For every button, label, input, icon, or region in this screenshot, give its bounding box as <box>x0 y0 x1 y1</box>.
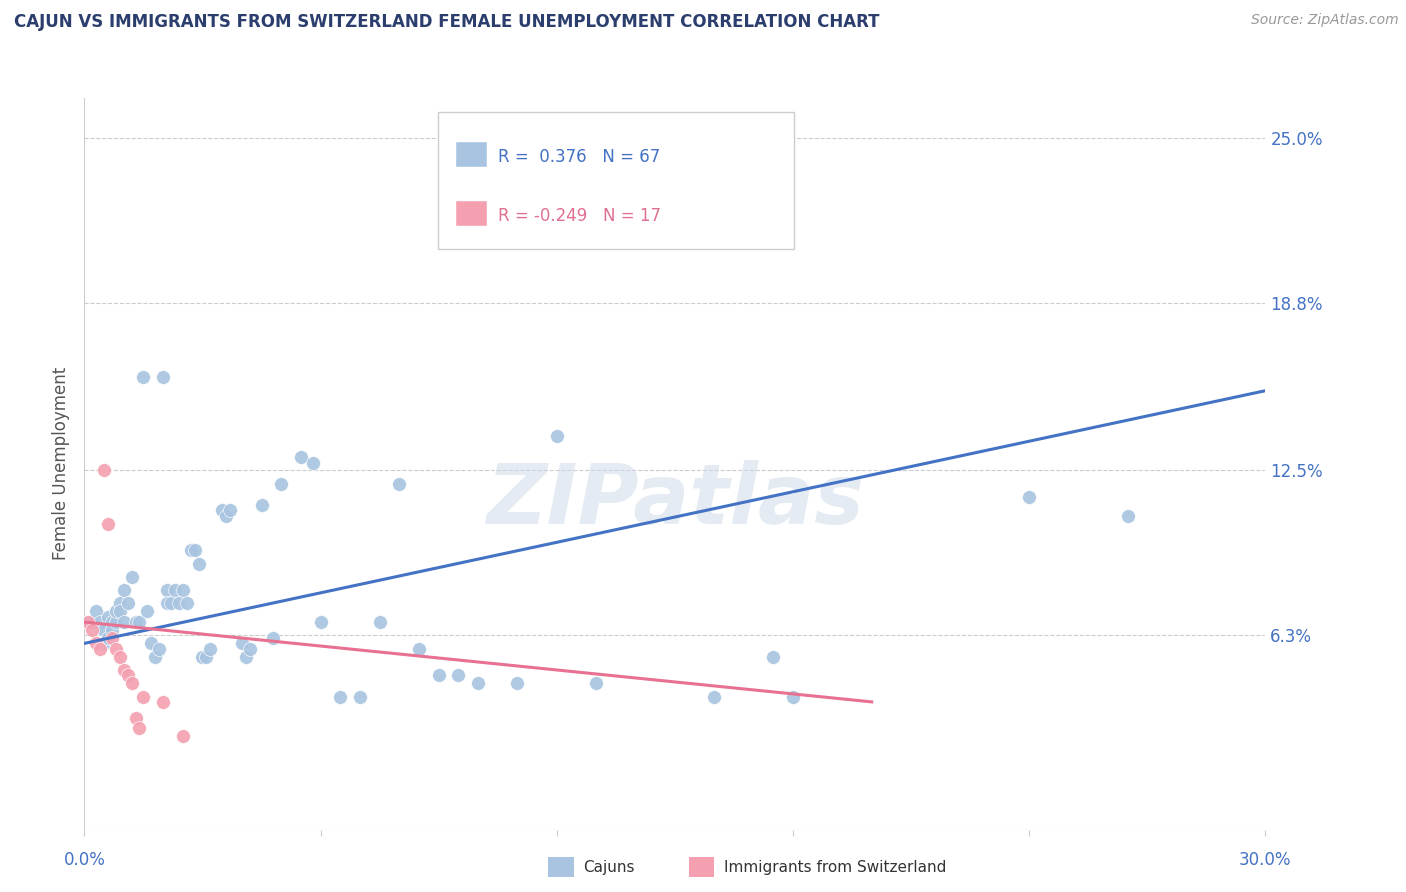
Point <box>152 695 174 709</box>
Point <box>163 583 186 598</box>
Point <box>211 503 233 517</box>
Point <box>84 636 107 650</box>
Point <box>703 690 725 704</box>
Point <box>128 615 150 629</box>
Point <box>368 615 391 629</box>
Text: 0.0%: 0.0% <box>63 851 105 869</box>
Point <box>782 690 804 704</box>
Point <box>93 636 115 650</box>
Point <box>270 476 292 491</box>
Point <box>77 615 100 629</box>
Point <box>290 450 312 465</box>
Point <box>349 690 371 704</box>
Point <box>89 641 111 656</box>
Point <box>93 623 115 637</box>
Point <box>172 583 194 598</box>
Point <box>124 711 146 725</box>
Point <box>183 543 205 558</box>
Point <box>231 636 253 650</box>
Point <box>97 609 120 624</box>
Point <box>219 503 242 517</box>
Point <box>167 597 190 611</box>
Point <box>117 597 139 611</box>
Point <box>97 631 120 645</box>
Point <box>1116 508 1139 523</box>
Point <box>112 615 135 629</box>
Point <box>546 429 568 443</box>
Point <box>176 597 198 611</box>
Point <box>84 604 107 618</box>
Point <box>200 641 222 656</box>
Point <box>309 615 332 629</box>
Point <box>408 641 430 656</box>
Point <box>93 463 115 477</box>
Point <box>104 604 127 618</box>
Point <box>250 498 273 512</box>
Point <box>195 649 218 664</box>
Point <box>136 604 159 618</box>
Point <box>104 641 127 656</box>
Point <box>156 597 179 611</box>
Point <box>77 615 100 629</box>
Point <box>108 597 131 611</box>
Point <box>152 370 174 384</box>
Point <box>585 676 607 690</box>
Text: Source: ZipAtlas.com: Source: ZipAtlas.com <box>1251 13 1399 28</box>
Point <box>132 690 155 704</box>
Y-axis label: Female Unemployment: Female Unemployment <box>52 368 70 560</box>
Text: R = -0.249   N = 17: R = -0.249 N = 17 <box>498 207 661 226</box>
Point <box>104 615 127 629</box>
Point <box>1018 490 1040 504</box>
Point <box>82 615 104 629</box>
Point <box>191 649 214 664</box>
Point <box>156 583 179 598</box>
Point <box>89 615 111 629</box>
Point <box>124 615 146 629</box>
Point <box>467 676 489 690</box>
Point <box>143 649 166 664</box>
Point <box>82 623 104 637</box>
Point <box>112 663 135 677</box>
Point <box>427 668 450 682</box>
Point <box>160 597 183 611</box>
Point <box>262 631 284 645</box>
Point <box>112 583 135 598</box>
Point <box>187 557 209 571</box>
Point <box>215 508 238 523</box>
Point <box>141 636 163 650</box>
Point <box>388 476 411 491</box>
Point <box>172 730 194 744</box>
Point <box>101 623 124 637</box>
Point <box>148 641 170 656</box>
Point <box>128 722 150 736</box>
Point <box>121 570 143 584</box>
Text: ZIPatlas: ZIPatlas <box>486 460 863 541</box>
Point <box>101 631 124 645</box>
Text: Cajuns: Cajuns <box>583 861 636 875</box>
Point <box>121 676 143 690</box>
Point <box>447 668 470 682</box>
Point <box>239 641 262 656</box>
Point <box>101 615 124 629</box>
Point <box>506 676 529 690</box>
Text: 30.0%: 30.0% <box>1239 851 1292 869</box>
Point <box>117 668 139 682</box>
Point <box>301 456 323 470</box>
Text: CAJUN VS IMMIGRANTS FROM SWITZERLAND FEMALE UNEMPLOYMENT CORRELATION CHART: CAJUN VS IMMIGRANTS FROM SWITZERLAND FEM… <box>14 13 880 31</box>
Point <box>180 543 202 558</box>
Point <box>97 516 120 531</box>
Point <box>329 690 352 704</box>
Point <box>235 649 257 664</box>
Point <box>108 649 131 664</box>
Text: R =  0.376   N = 67: R = 0.376 N = 67 <box>498 148 661 167</box>
Point <box>762 649 785 664</box>
Point <box>108 604 131 618</box>
Text: Immigrants from Switzerland: Immigrants from Switzerland <box>724 861 946 875</box>
Point <box>132 370 155 384</box>
